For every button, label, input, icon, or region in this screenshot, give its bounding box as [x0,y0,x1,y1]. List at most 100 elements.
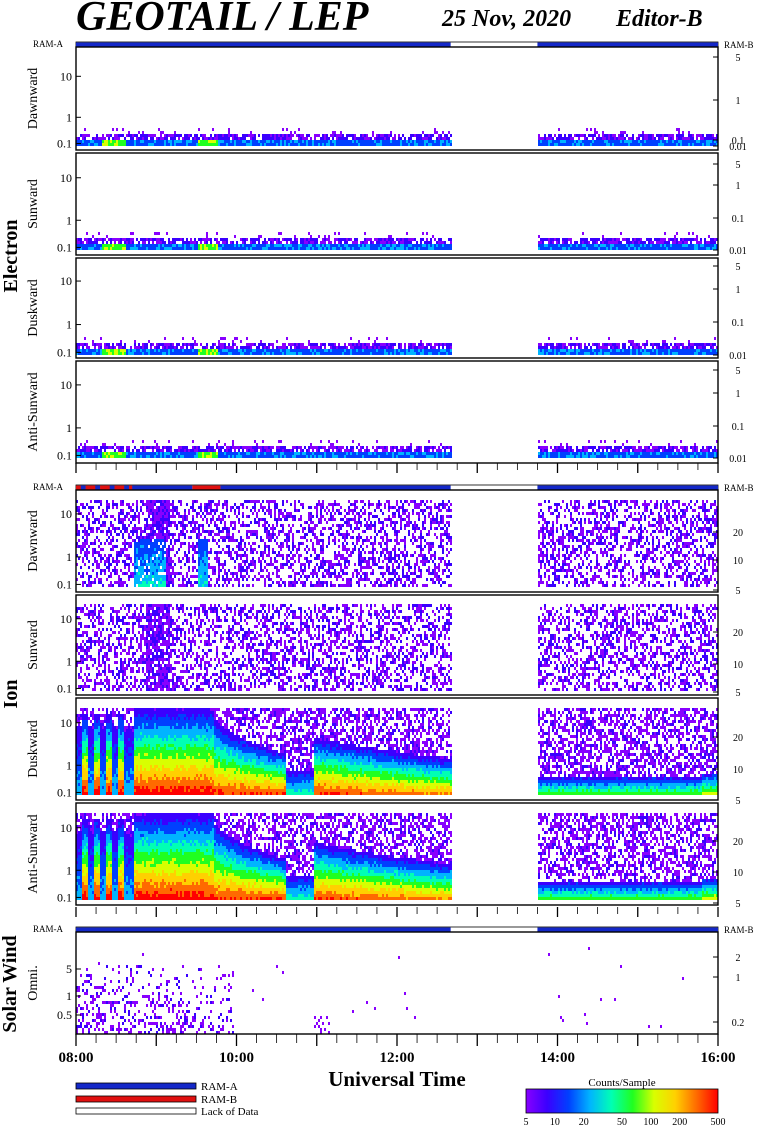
heatmap-cell [656,247,658,250]
heatmap-cell [560,446,562,449]
heatmap-cell [148,563,150,566]
heatmap-cell [116,244,118,247]
heatmap-cell [118,238,120,241]
heatmap-cell [190,238,192,241]
heatmap-cell [230,241,232,244]
heatmap-cell [398,349,400,352]
heatmap-cell [226,452,228,455]
heatmap-cell [124,566,126,569]
heatmap-cell [274,140,276,143]
heatmap-cell [336,452,338,455]
heatmap-cell [94,137,96,140]
heatmap-cell [570,352,572,355]
heatmap-cell [154,521,156,524]
heatmap-cell [294,352,296,355]
heatmap-cell [200,352,202,355]
heatmap-cell [188,137,190,140]
heatmap-cell [348,343,350,346]
heatmap-cell [686,349,688,352]
heatmap-cell [638,452,640,455]
heatmap-cell [168,569,170,572]
heatmap-cell [246,244,248,247]
heatmap-cell [270,238,272,241]
heatmap-cell [368,337,370,340]
heatmap-cell [136,560,138,563]
heatmap-cell [120,244,122,247]
heatmap-cell [276,340,278,343]
heatmap-cell [304,137,306,140]
heatmap-cell [132,238,134,241]
heatmap-cell [580,455,582,458]
heatmap-cell [602,244,604,247]
heatmap-cell [212,343,214,346]
heatmap-cell [584,343,586,346]
heatmap-cell [428,343,430,346]
heatmap-cell [168,244,170,247]
heatmap-cell [146,542,148,545]
heatmap-cell [170,578,172,581]
heatmap-cell [702,455,704,458]
heatmap-cell [156,509,158,512]
heatmap-cell [260,455,262,458]
heatmap-cell [192,247,194,250]
heatmap-cell [148,143,150,146]
heatmap-cell [342,352,344,355]
heatmap-cell [350,337,352,340]
heatmap-cell [156,500,158,503]
heatmap-cell [288,452,290,455]
heatmap-cell [164,343,166,346]
heatmap-cell [140,572,142,575]
heatmap-cell [156,578,158,581]
heatmap-cell [110,238,112,241]
heatmap-cell [158,455,160,458]
heatmap-cell [698,241,700,244]
heatmap-cell [206,343,208,346]
heatmap-cell [96,247,98,250]
heatmap-cell [710,455,712,458]
heatmap-cell [646,134,648,137]
heatmap-cell [588,455,590,458]
heatmap-cell [658,452,660,455]
heatmap-cell [628,446,630,449]
heatmap-cell [272,143,274,146]
heatmap-cell [316,455,318,458]
heatmap-cell [162,563,164,566]
heatmap-cell [414,349,416,352]
heatmap-cell [644,346,646,349]
heatmap-cell [166,569,168,572]
heatmap-cell [564,247,566,250]
heatmap-cell [312,238,314,241]
heatmap-cell [106,539,108,542]
heatmap-cell [622,349,624,352]
heatmap-cell [440,140,442,143]
heatmap-cell [556,238,558,241]
heatmap-cell [166,140,168,143]
heatmap-cell [158,581,160,584]
heatmap-cell [620,134,622,137]
heatmap-cell [176,346,178,349]
heatmap-cell [332,137,334,140]
heatmap-cell [260,340,262,343]
heatmap-cell [622,343,624,346]
heatmap-cell [158,140,160,143]
heatmap-cell [540,452,542,455]
heatmap-cell [158,352,160,355]
heatmap-cell [272,247,274,250]
heatmap-cell [378,244,380,247]
heatmap-cell [328,247,330,250]
heatmap-cell [118,455,120,458]
heatmap-cell [100,137,102,140]
heatmap-cell [408,241,410,244]
heatmap-cell [422,343,424,346]
heatmap-cell [118,446,120,449]
heatmap-cell [138,584,140,587]
figure-editor: Editor-B [615,6,703,32]
heatmap-cell [180,446,182,449]
heatmap-cell [366,452,368,455]
heatmap-cell [254,247,256,250]
heatmap-cell [176,134,178,137]
heatmap-cell [274,455,276,458]
heatmap-cell [614,346,616,349]
heatmap-cell [196,455,198,458]
heatmap-cell [104,244,106,247]
